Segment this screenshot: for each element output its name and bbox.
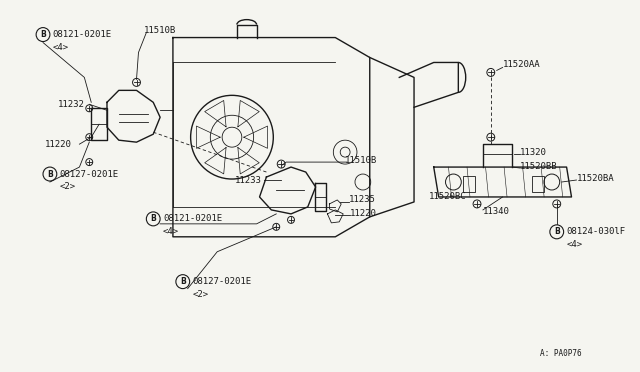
Text: B: B (180, 277, 186, 286)
Text: 11520BC: 11520BC (429, 192, 467, 202)
Bar (532, 176, 544, 192)
Text: B: B (554, 227, 559, 236)
Text: 11233: 11233 (235, 176, 262, 185)
Text: B: B (150, 214, 156, 223)
Text: <4>: <4> (53, 43, 69, 52)
Text: 11510B: 11510B (143, 26, 175, 35)
Text: 08127-0201E: 08127-0201E (60, 170, 119, 179)
Text: 11520AA: 11520AA (502, 60, 540, 69)
Text: 08127-0201E: 08127-0201E (193, 277, 252, 286)
Text: 11520BB: 11520BB (520, 161, 558, 171)
Text: B: B (47, 170, 52, 179)
Text: A: PA0P76: A: PA0P76 (540, 349, 581, 358)
Text: 08121-0201E: 08121-0201E (163, 214, 222, 223)
Text: 11220: 11220 (45, 140, 72, 149)
Text: 11520BA: 11520BA (577, 173, 614, 183)
Text: 11510B: 11510B (345, 155, 378, 164)
Text: 11340: 11340 (483, 208, 510, 217)
Text: 08121-0201E: 08121-0201E (53, 30, 112, 39)
Text: <2>: <2> (193, 290, 209, 299)
Text: 11232: 11232 (58, 100, 84, 109)
Text: 11320: 11320 (520, 148, 547, 157)
Text: <4>: <4> (163, 227, 179, 236)
Text: <4>: <4> (566, 240, 582, 249)
Text: 11235: 11235 (349, 195, 376, 205)
Text: <2>: <2> (60, 183, 76, 192)
Text: B: B (40, 30, 46, 39)
Text: 11220: 11220 (350, 209, 377, 218)
Text: 08124-030lF: 08124-030lF (566, 227, 626, 236)
Bar (463, 176, 475, 192)
